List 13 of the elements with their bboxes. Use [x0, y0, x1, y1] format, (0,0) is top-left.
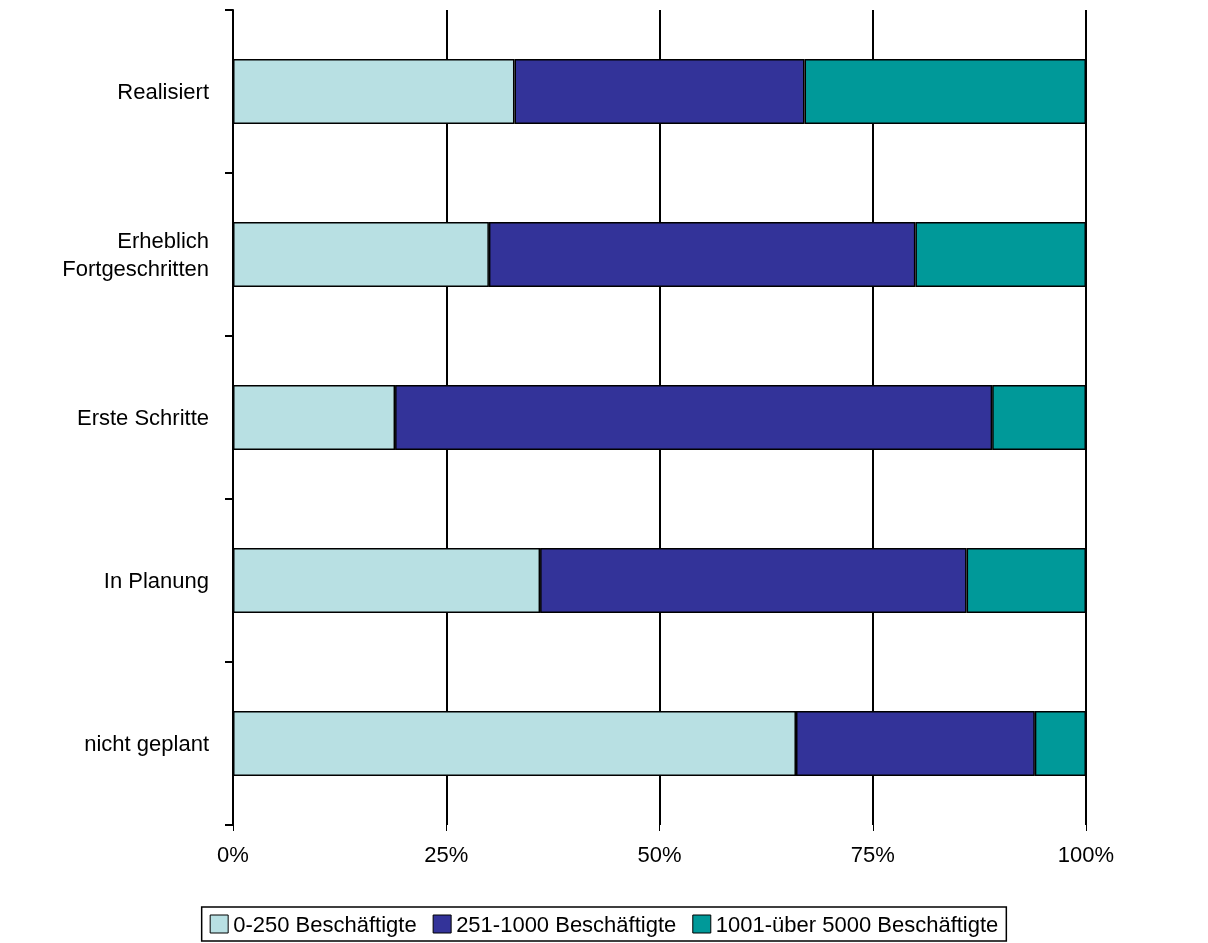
x-tick-label: 0%: [217, 841, 249, 867]
y-tick-label: Erheblich Fortgeschritten: [62, 228, 209, 281]
legend-label: 1001-über 5000 Beschäftigte: [715, 911, 999, 937]
x-tick-label: 25%: [424, 841, 469, 867]
legend-label: 0-250 Beschäftigte: [233, 911, 417, 937]
y-tick-label: nicht geplant: [84, 731, 209, 756]
legend-label: 251-1000 Beschäftigte: [456, 911, 677, 937]
y-tick-label: Erste Schritte: [76, 405, 209, 430]
x-tick-label: 100%: [1057, 841, 1115, 867]
y-tick-label: Realisiert: [117, 79, 209, 104]
x-tick-label: 75%: [850, 841, 895, 867]
y-tick-label: In Planung: [103, 568, 209, 593]
x-tick-label: 50%: [637, 841, 682, 867]
